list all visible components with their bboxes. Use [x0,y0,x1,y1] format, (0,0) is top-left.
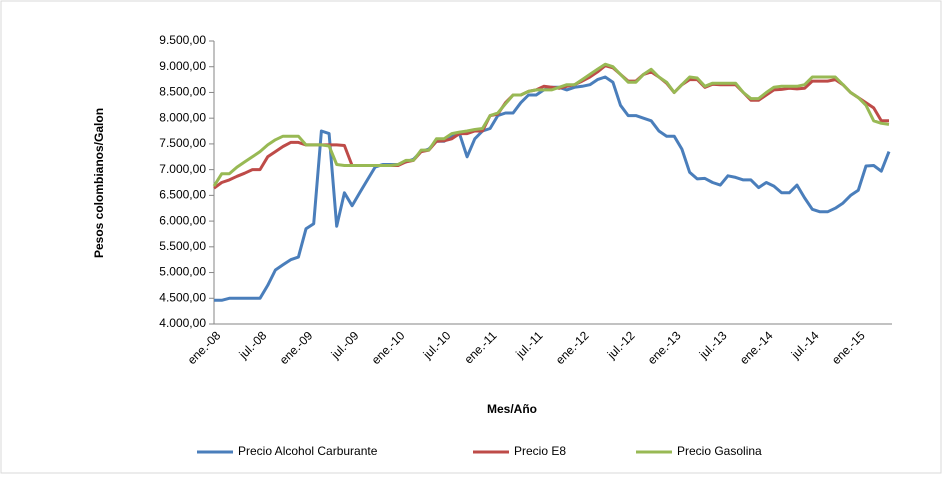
y-tick-label: 5.500,00 [159,239,206,253]
y-tick-label: 6.000,00 [159,213,206,227]
y-tick-label: 7.000,00 [159,162,206,176]
legend-label: Precio E8 [514,444,566,458]
y-tick-label: 7.500,00 [159,136,206,150]
y-axis-title: Pesos colombianos/Galon [92,108,106,258]
legend-label: Precio Gasolina [677,444,762,458]
series-line [212,62,890,187]
y-tick-label: 6.500,00 [159,188,206,202]
y-tick-label: 8.000,00 [159,110,206,124]
legend-label: Precio Alcohol Carburante [238,444,378,458]
y-tick-label: 4.500,00 [159,290,206,304]
y-tick-label: 4.000,00 [159,316,206,330]
y-tick-label: 9.500,00 [159,33,206,47]
y-tick-label: 5.000,00 [159,265,206,279]
x-axis-title: Mes/Año [487,402,537,416]
y-tick-label: 9.000,00 [159,59,206,73]
y-tick-label: 8.500,00 [159,85,206,99]
